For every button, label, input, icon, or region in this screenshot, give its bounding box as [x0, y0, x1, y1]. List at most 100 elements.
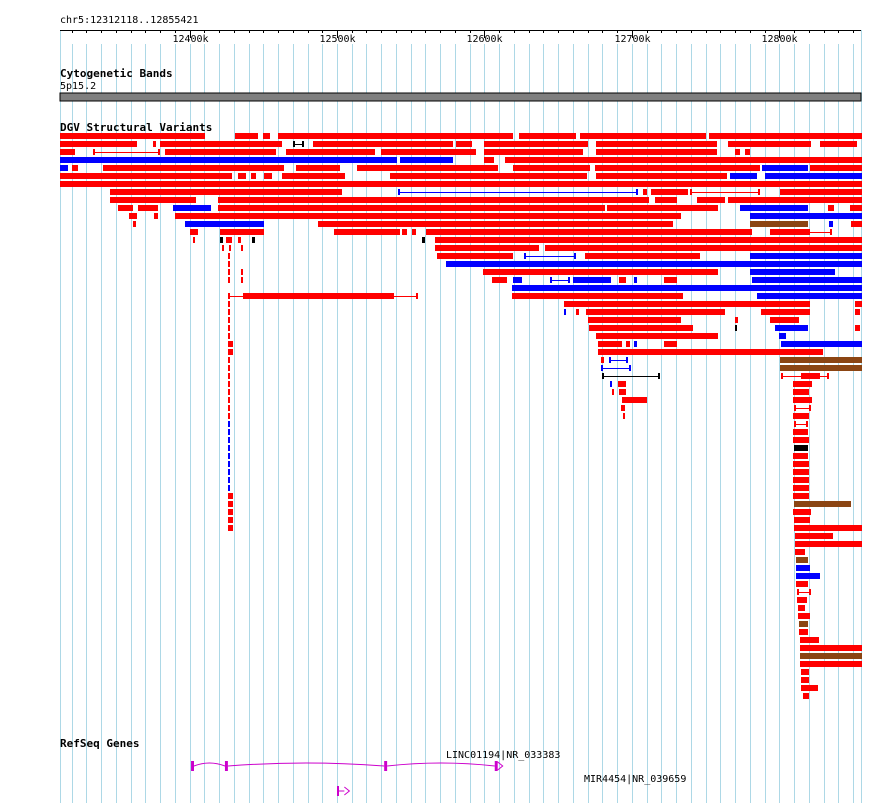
- variant-loss-bar: [435, 245, 539, 251]
- variant-loss-bar: [456, 141, 472, 147]
- dgv-track-title[interactable]: DGV Structural Variants: [60, 121, 213, 134]
- variant-loss-bar: [800, 645, 862, 651]
- variant-other-line: [293, 141, 304, 147]
- variant-loss-bar: [801, 677, 809, 683]
- variant-other-bar: [252, 237, 255, 243]
- variant-gain-bar: [228, 469, 230, 475]
- variant-loss-bar: [793, 381, 812, 387]
- variant-gain-bar: [513, 277, 522, 283]
- variant-loss-line: [797, 589, 811, 595]
- variant-loss-bar: [513, 165, 590, 171]
- variant-loss-bar: [228, 349, 233, 355]
- variant-gain-bar: [400, 157, 453, 163]
- variant-loss-bar: [103, 165, 284, 171]
- variant-loss-bar: [793, 461, 809, 467]
- variant-loss-bar: [228, 509, 233, 515]
- variant-loss-bar: [263, 133, 270, 139]
- variant-loss-bar: [381, 149, 476, 155]
- variant-gain-bar: [796, 573, 820, 579]
- variant-loss-bar: [793, 469, 809, 475]
- variant-loss-bar: [828, 205, 834, 211]
- variant-loss-bar: [598, 341, 622, 347]
- variant-loss-line: [781, 373, 803, 379]
- variant-loss-bar: [228, 341, 233, 347]
- variant-loss-bar: [564, 301, 788, 307]
- variant-loss-bar: [612, 389, 614, 395]
- variant-loss-bar: [619, 389, 626, 395]
- variant-loss-bar: [193, 237, 195, 243]
- ruler-tick-label: 12600k: [466, 34, 503, 45]
- gene-model[interactable]: [191, 761, 504, 771]
- variant-loss-bar: [793, 389, 809, 395]
- variant-loss-bar: [643, 189, 647, 195]
- variant-loss-bar: [796, 581, 808, 587]
- ruler-tick-label: 12800k: [761, 34, 798, 45]
- gene-label-mir4454[interactable]: MIR4454|NR_039659: [584, 774, 687, 785]
- variant-loss-bar: [160, 141, 282, 147]
- variant-loss-bar: [586, 309, 725, 315]
- variant-loss-bar: [218, 205, 605, 211]
- variant-loss-bar: [228, 397, 230, 403]
- variant-loss-bar: [801, 669, 809, 675]
- variant-loss-bar: [435, 237, 862, 243]
- variant-loss-bar: [484, 149, 583, 155]
- variant-loss-bar: [118, 205, 133, 211]
- variant-loss-bar: [241, 245, 243, 251]
- variant-loss-bar: [235, 133, 258, 139]
- variant-loss-bar: [228, 309, 230, 315]
- variant-loss-bar: [545, 245, 862, 251]
- variant-gain-bar: [228, 453, 230, 459]
- variant-loss-bar: [241, 269, 243, 275]
- variant-loss-bar: [228, 365, 230, 371]
- variant-loss-bar: [800, 661, 862, 667]
- refseq-track-title[interactable]: RefSeq Genes: [60, 737, 140, 750]
- ruler-tick-label: 12500k: [319, 34, 356, 45]
- variant-loss-bar: [110, 189, 342, 195]
- variant-gain-bar: [781, 341, 862, 347]
- variant-gain-loss-bar: [750, 221, 808, 227]
- variant-loss-bar: [60, 141, 137, 147]
- variant-loss-bar: [282, 173, 345, 179]
- variant-loss-bar: [241, 277, 243, 283]
- variant-loss-bar: [745, 149, 750, 155]
- gene-model[interactable]: [336, 786, 351, 796]
- variant-gain-loss-bar: [799, 621, 808, 627]
- variant-loss-bar: [222, 245, 224, 251]
- ruler-tick-label: 12400k: [172, 34, 209, 45]
- variant-loss-bar: [788, 301, 810, 307]
- variant-loss-bar: [484, 157, 494, 163]
- variant-gain-bar: [750, 253, 862, 259]
- variant-gain-bar: [750, 269, 835, 275]
- variant-other-line: [602, 373, 660, 379]
- variant-loss-bar: [238, 237, 241, 243]
- variant-gain-line: [601, 365, 631, 371]
- variant-loss-bar: [803, 693, 809, 699]
- gene-label-linc01194[interactable]: LINC01194|NR_033383: [446, 750, 561, 761]
- variant-loss-bar: [251, 173, 256, 179]
- variant-loss-bar: [228, 261, 230, 267]
- variant-loss-bar: [664, 341, 677, 347]
- variant-loss-bar: [264, 173, 272, 179]
- variant-loss-bar: [793, 429, 808, 435]
- variant-loss-bar: [780, 189, 862, 195]
- variant-loss-bar: [228, 269, 230, 275]
- variant-gain-bar: [60, 165, 68, 171]
- variant-gain-line: [524, 253, 576, 259]
- variant-loss-bar: [709, 133, 862, 139]
- variant-loss-bar: [228, 493, 233, 499]
- variant-loss-bar: [595, 165, 760, 171]
- variant-loss-bar: [810, 165, 862, 171]
- variant-loss-bar: [218, 197, 649, 203]
- variant-loss-bar: [799, 629, 808, 635]
- variant-other-bar: [794, 445, 808, 451]
- variant-loss-bar: [313, 141, 453, 147]
- cytoband-track-title[interactable]: Cytogenetic Bands: [60, 67, 173, 80]
- variant-loss-bar: [761, 309, 810, 315]
- variant-loss-bar: [437, 253, 513, 259]
- variant-gain-bar: [829, 221, 833, 227]
- variant-loss-bar: [228, 301, 230, 307]
- variant-loss-bar: [226, 237, 232, 243]
- variant-gain-bar: [185, 221, 264, 227]
- variant-gain-loss-bar: [780, 365, 862, 371]
